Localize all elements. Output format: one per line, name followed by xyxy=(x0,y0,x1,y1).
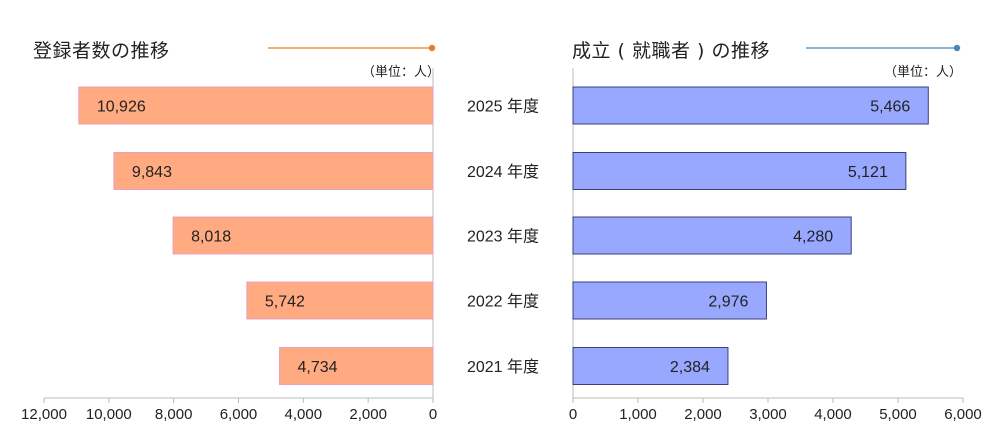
right-x-tick-label: 2,000 xyxy=(684,406,722,423)
right-x-tick-label: 5,000 xyxy=(879,406,917,423)
right-chart-title: 成立 ( 就職者 ) の推移 xyxy=(572,40,770,62)
right-bar xyxy=(572,281,767,320)
left-bar xyxy=(78,86,434,125)
left-x-tick-label: 2,000 xyxy=(349,406,387,423)
left-x-tick-label: 12,000 xyxy=(21,406,67,423)
left-bar-value-label: 5,742 xyxy=(265,294,305,311)
right-x-tick-label: 6,000 xyxy=(944,406,982,423)
left-bar-value-label: 4,734 xyxy=(298,359,338,376)
category-label: 2021 年度 xyxy=(467,358,539,376)
right-bar-value-label: 5,121 xyxy=(848,164,888,181)
right-x-tick-label: 0 xyxy=(569,406,577,423)
right-title-dot xyxy=(953,44,961,52)
left-x-tick-label: 6,000 xyxy=(220,406,258,423)
category-label: 2024 年度 xyxy=(467,163,539,181)
left-bar xyxy=(113,152,434,190)
left-bar-value-label: 8,018 xyxy=(191,229,231,246)
left-x-tick-label: 4,000 xyxy=(285,406,323,423)
right-bar-value-label: 4,280 xyxy=(793,229,833,246)
left-chart-title: 登録者数の推移 xyxy=(33,40,170,62)
left-x-tick-label: 8,000 xyxy=(155,406,193,423)
right-bar-value-label: 2,976 xyxy=(708,294,748,311)
right-x-tick-label: 4,000 xyxy=(814,406,852,423)
left-bar-value-label: 9,843 xyxy=(132,164,172,181)
left-bar xyxy=(172,216,434,255)
right-bar xyxy=(572,347,729,385)
left-x-tick-label: 0 xyxy=(429,406,437,423)
category-label: 2023 年度 xyxy=(467,228,539,246)
right-bar-value-label: 2,384 xyxy=(670,359,710,376)
left-bar xyxy=(279,347,434,385)
right-x-tick-label: 1,000 xyxy=(619,406,657,423)
left-bar xyxy=(246,281,434,320)
right-x-tick-label: 3,000 xyxy=(749,406,787,423)
right-bar xyxy=(572,152,907,190)
category-label: 2022 年度 xyxy=(467,293,539,311)
category-label: 2025 年度 xyxy=(467,98,539,116)
right-bar xyxy=(572,216,852,255)
left-x-tick-label: 10,000 xyxy=(86,406,132,423)
left-bar-value-label: 10,926 xyxy=(97,99,146,116)
right-chart-unit: （単位：人） xyxy=(884,65,963,80)
right-bar xyxy=(572,86,929,125)
left-chart-unit: （単位：人） xyxy=(362,65,441,80)
right-bar-value-label: 5,466 xyxy=(870,99,910,116)
left-title-dot xyxy=(428,44,436,52)
